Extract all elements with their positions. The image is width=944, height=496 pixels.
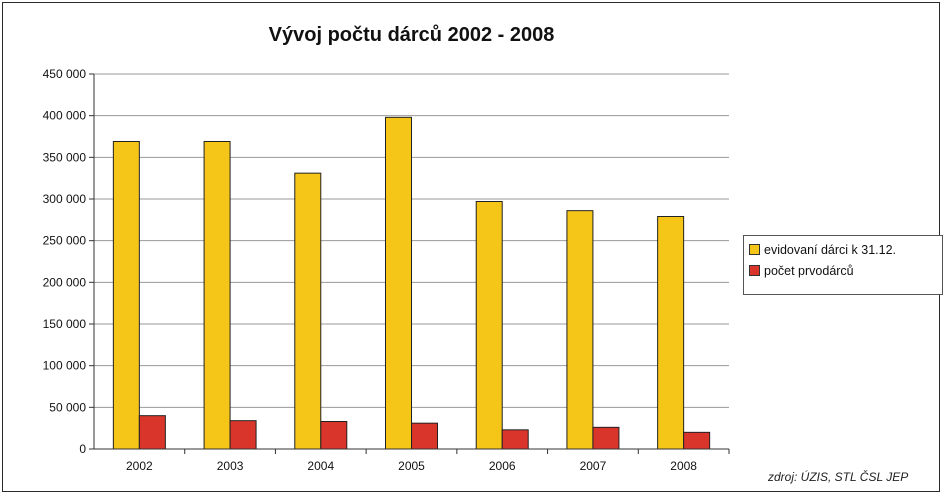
- y-tick-label: 200 000: [43, 275, 87, 289]
- bar-registered-2008: [657, 216, 685, 450]
- bar-first-time-2004: [320, 421, 348, 450]
- y-tick-label: 0: [79, 442, 86, 456]
- y-tick-label: 350 000: [43, 150, 87, 164]
- y-tick-label: 100 000: [43, 359, 87, 373]
- legend-swatch-first-time: [749, 265, 760, 276]
- y-tick-label: 250 000: [43, 234, 87, 248]
- legend-item-registered: evidovaní dárci k 31.12.: [749, 243, 896, 257]
- x-tick-label: 2002: [126, 459, 153, 473]
- bar-first-time-2007: [592, 426, 620, 450]
- y-tick-label: 300 000: [43, 192, 87, 206]
- bar-registered-2006: [475, 201, 503, 450]
- bar-registered-2007: [566, 210, 594, 450]
- bar-registered-2002: [112, 141, 140, 450]
- bar-first-time-2006: [501, 429, 529, 450]
- legend-item-first-time: počet prvodárců: [749, 264, 854, 278]
- bar-first-time-2002: [138, 415, 166, 450]
- x-tick-label: 2007: [580, 459, 607, 473]
- y-tick-label: 450 000: [43, 67, 87, 81]
- x-tick-label: 2003: [217, 459, 244, 473]
- source-note: zdroj: ÚZIS, STL ČSL JEP: [768, 470, 909, 484]
- x-tick-label: 2005: [398, 459, 425, 473]
- bar-first-time-2005: [411, 422, 438, 450]
- y-tick-label: 50 000: [49, 400, 86, 414]
- x-tick-label: 2004: [307, 459, 334, 473]
- bar-registered-2004: [294, 172, 322, 450]
- bar-first-time-2003: [229, 420, 257, 450]
- bar-first-time-2008: [683, 431, 711, 450]
- legend-label-first-time: počet prvodárců: [764, 264, 854, 278]
- x-tick-label: 2006: [489, 459, 516, 473]
- x-tick-label: 2008: [670, 459, 697, 473]
- bar-registered-2003: [203, 141, 231, 450]
- chart-title: Vývoj počtu dárců 2002 - 2008: [268, 24, 555, 46]
- legend: evidovaní dárci k 31.12. počet prvodárců: [743, 235, 943, 295]
- legend-swatch-registered: [749, 244, 760, 255]
- bar-registered-2005: [385, 116, 412, 450]
- y-tick-label: 150 000: [43, 317, 87, 331]
- y-tick-label: 400 000: [43, 109, 87, 123]
- legend-label-registered: evidovaní dárci k 31.12.: [764, 243, 897, 257]
